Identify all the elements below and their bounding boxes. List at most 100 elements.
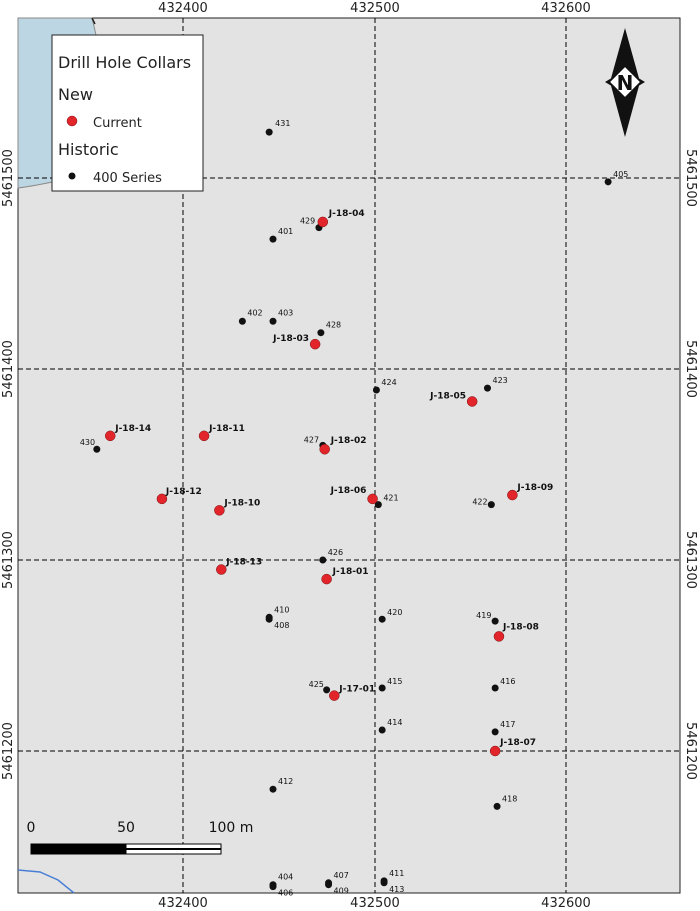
shoreline-line [91,17,96,25]
legend-historic-label: 400 Series [93,171,162,186]
north-arrow-top [610,28,640,82]
historic-hole-401 [269,235,277,243]
y-tick-right-5461200: 5461200 [683,722,698,780]
historic-hole-label-420: 420 [387,608,402,617]
historic-hole-label-405: 405 [613,170,628,179]
current-hole-J-18-07 [489,745,501,757]
historic-hole-label-431: 431 [275,119,290,128]
current-hole-J-18-03 [309,338,321,350]
current-hole-J-18-02 [319,443,330,455]
historic-hole-409 [325,881,333,889]
y-tick-left-5461400: 5461400 [1,340,16,398]
historic-hole-label-407: 407 [334,871,349,880]
historic-hole-426 [319,556,327,564]
historic-hole-label-419: 419 [476,611,491,620]
current-hole-J-18-06 [367,493,378,505]
y-tick-left-5461500: 5461500 [1,149,16,207]
y-tick-left-5461200: 5461200 [1,722,16,780]
y-tick-left-5461300: 5461300 [1,531,16,589]
y-tick-right-5461500: 5461500 [683,149,698,207]
historic-hole-405 [604,178,612,186]
scale-label-100: 100 m [209,820,254,836]
historic-hole-408 [265,615,273,623]
north-arrow-bottom [610,82,640,137]
historic-hole-406 [269,883,277,891]
current-hole-label-J-17-01: J-17-01 [338,685,375,695]
historic-hole-label-418: 418 [502,794,517,803]
x-tick-bottom-432400: 432400 [158,896,208,911]
north-arrow-letter: N [617,71,634,95]
historic-hole-416 [491,684,499,692]
historic-hole-label-409: 409 [334,887,349,896]
current-holes-layer: J-18-04 J-18-03 J-18-05 J-18-14 J-18-11 J-18-… [104,209,553,757]
current-hole-label-J-18-09: J-18-09 [516,483,553,493]
historic-hole-413 [380,879,388,887]
current-hole-label-J-18-12: J-18-12 [165,487,202,497]
historic-hole-label-408: 408 [274,621,289,630]
historic-hole-417 [491,728,499,736]
legend-new-heading: New [58,85,93,104]
historic-hole-431 [265,128,273,136]
historic-hole-403 [269,317,277,325]
stream-line [17,869,75,894]
current-hole-J-18-14 [104,430,116,442]
current-hole-J-18-12 [156,493,168,505]
historic-hole-label-426: 426 [328,548,343,557]
x-tick-bottom-432500: 432500 [350,896,400,911]
historic-hole-label-430: 430 [80,438,95,447]
historic-hole-415 [378,684,386,692]
y-tick-right-5461400: 5461400 [683,340,698,398]
historic-hole-label-429: 429 [300,217,315,226]
historic-hole-label-415: 415 [387,677,402,686]
legend-historic-heading: Historic [58,140,119,159]
scale-label-50: 50 [117,820,135,836]
historic-hole-label-416: 416 [500,677,515,686]
historic-hole-label-413: 413 [389,885,404,894]
current-hole-label-J-18-01: J-18-01 [332,567,369,577]
historic-hole-label-406: 406 [278,889,293,898]
north-arrow: N [605,28,645,137]
current-hole-label-J-18-14: J-18-14 [114,424,151,434]
historic-hole-label-424: 424 [381,378,396,387]
current-hole-label-J-18-13: J-18-13 [225,558,262,568]
legend-title: Drill Hole Collars [58,53,191,72]
historic-hole-label-417: 417 [500,720,515,729]
current-hole-label-J-18-05: J-18-05 [429,391,466,401]
historic-hole-419 [491,617,499,625]
historic-hole-430 [93,445,101,453]
x-tick-top-432400: 432400 [158,1,208,16]
legend: Drill Hole Collars New Current Historic … [51,34,204,192]
historic-hole-423 [483,384,491,392]
historic-hole-label-402: 402 [247,308,262,317]
scale-label-0: 0 [27,820,36,836]
current-hole-J-18-13 [216,564,227,575]
historic-hole-label-414: 414 [387,718,402,727]
historic-holes-layer: 431 405 429 401 402 403 428 424 423 430 427 421 422 4… [80,119,629,897]
current-hole-J-18-09 [507,489,518,501]
legend-box [51,34,204,192]
x-tick-top-432500: 432500 [350,1,400,16]
current-hole-J-17-01 [329,690,340,701]
historic-hole-label-422: 422 [472,498,487,507]
historic-hole-label-421: 421 [383,494,398,503]
historic-hole-428 [317,329,325,337]
current-hole-label-J-18-04: J-18-04 [328,209,365,219]
current-hole-label-J-18-03: J-18-03 [272,334,309,344]
legend-current-symbol [66,115,78,127]
current-hole-label-J-18-02: J-18-02 [330,436,367,446]
historic-hole-414 [378,726,386,734]
north-arrow-plate [608,65,642,99]
scale-bar: 0 50 100 m [27,820,254,855]
historic-hole-label-410: 410 [274,605,289,614]
historic-hole-label-423: 423 [492,376,507,385]
historic-hole-label-425: 425 [309,680,324,689]
current-hole-J-18-10 [214,505,225,516]
x-tick-top-432600: 432600 [541,1,591,16]
current-hole-J-18-11 [198,430,210,442]
current-hole-label-J-18-08: J-18-08 [502,622,539,632]
current-hole-J-18-05 [466,396,478,407]
historic-hole-412 [269,785,277,793]
x-tick-bottom-432600: 432600 [541,896,591,911]
historic-hole-418 [493,802,501,810]
